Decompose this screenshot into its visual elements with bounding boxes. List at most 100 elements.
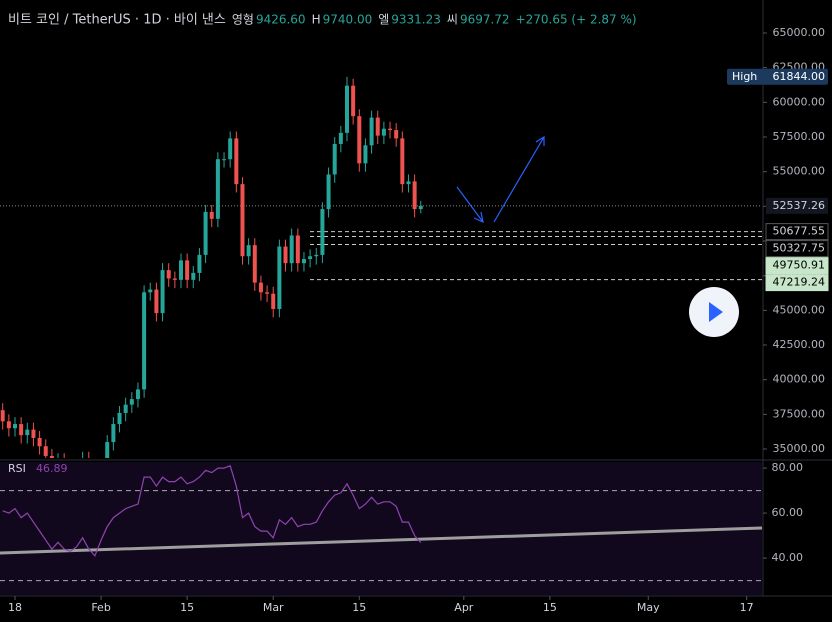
header: 비트 코인 / TetherUS · 1D · 바이 낸스 — [8, 13, 226, 28]
level-label-box — [765, 223, 829, 241]
header-text: 엘 — [378, 13, 389, 27]
last-price-box — [766, 197, 828, 214]
x-tick-label: 15 — [352, 601, 366, 614]
x-tick-label: 17 — [740, 601, 754, 614]
candle-body — [240, 184, 245, 257]
x-tick-label: 18 — [8, 601, 22, 614]
level-label: 47219.24 — [773, 276, 826, 289]
candle-body — [148, 289, 153, 293]
header-text: 씨 — [447, 13, 458, 27]
y-tick-label: 65000.00 — [773, 26, 826, 39]
candle-body — [154, 289, 159, 314]
y-tick-label: 45000.00 — [773, 303, 826, 316]
y-tick-label: 35000.00 — [773, 442, 826, 455]
candle-body — [400, 138, 405, 185]
candle-body — [308, 256, 313, 260]
y-tick-label: 60000.00 — [773, 95, 826, 108]
candle-body — [381, 128, 386, 136]
candle-body — [117, 412, 122, 425]
candle-body — [289, 235, 294, 264]
candle-body — [49, 455, 54, 458]
candle-body — [111, 424, 116, 443]
candle-body — [185, 260, 190, 280]
candle-body — [31, 429, 36, 438]
level-label: 50677.55 — [773, 225, 826, 238]
x-tick-label: Mar — [263, 601, 284, 614]
x-tick-label: 15 — [543, 601, 557, 614]
candle-body — [252, 245, 257, 283]
candle-body — [351, 85, 356, 117]
candle-body — [43, 446, 48, 456]
candle-body — [394, 130, 399, 139]
y-tick-label: 57500.00 — [773, 130, 826, 143]
header-text: 9740.00 — [323, 13, 373, 27]
x-tick-label: Apr — [454, 601, 474, 614]
candle-body — [295, 235, 300, 264]
x-tick-label: May — [637, 601, 660, 614]
level-label-box — [765, 257, 829, 275]
candle-body — [271, 293, 276, 309]
header-text: H — [312, 13, 321, 27]
header-text: 영형 — [232, 13, 254, 27]
candle-body — [222, 159, 227, 161]
candle-body — [265, 292, 270, 294]
candle-body — [388, 128, 393, 131]
y-tick-label: 42500.00 — [773, 338, 826, 351]
high-value: 61844.00 — [773, 70, 826, 83]
candle-body — [191, 272, 196, 280]
arrow-up — [493, 136, 545, 223]
candle-body — [203, 211, 208, 255]
candle-body — [105, 442, 110, 458]
candle-body — [13, 424, 18, 429]
candle-body — [197, 254, 202, 273]
candle-body — [172, 278, 177, 280]
rsi-tick-label: 80.00 — [772, 461, 804, 474]
candle-body — [209, 211, 214, 219]
candle-body — [129, 399, 134, 405]
candle-body — [135, 389, 140, 400]
level-label-box — [765, 240, 829, 258]
rsi-tick-label: 60.00 — [772, 506, 804, 519]
arrow-head — [473, 211, 484, 224]
x-tick-label: 15 — [180, 601, 194, 614]
y-tick-label: 40000.00 — [773, 373, 826, 386]
candle-body — [418, 205, 423, 210]
rsi-tick-label: 40.00 — [772, 551, 804, 564]
candle-body — [412, 181, 417, 210]
header-text: 9697.72 — [460, 13, 510, 27]
level-label: 50327.75 — [773, 242, 826, 255]
candle-body — [234, 138, 239, 185]
level-label: 49750.91 — [773, 259, 826, 272]
candle-body — [37, 437, 42, 447]
y-tick-label: 37500.00 — [773, 407, 826, 420]
header-text: 9331.23 — [391, 13, 441, 27]
candle-body — [6, 421, 11, 429]
play-icon — [709, 302, 723, 322]
candle-body — [19, 424, 24, 436]
candle-body — [179, 260, 184, 280]
candle-body — [166, 270, 171, 279]
y-tick-label: 55000.00 — [773, 165, 826, 178]
header-text: 9426.60 — [256, 13, 306, 27]
candle-body — [363, 145, 368, 164]
last-price-label: 52537.26 — [773, 199, 826, 212]
rsi-pane — [0, 462, 762, 595]
candle-body — [215, 159, 220, 219]
level-label-box — [765, 274, 829, 292]
candle-body — [326, 174, 331, 210]
rsi-line — [2, 465, 422, 557]
arrow-down — [456, 186, 484, 223]
rsi-name: RSI — [8, 462, 26, 475]
candle-body — [338, 132, 343, 144]
chart-title: 비트 코인 / TetherUS · 1D · 바이 낸스 — [8, 13, 226, 28]
x-tick-label: Feb — [91, 601, 110, 614]
candle-body — [283, 246, 288, 264]
price-pane — [0, 76, 762, 458]
arrow-head — [535, 135, 545, 146]
candle-body — [406, 181, 411, 185]
high-name: High — [732, 70, 757, 83]
candle-body — [123, 404, 128, 413]
candle-body — [25, 429, 30, 436]
candle-body — [258, 282, 263, 293]
